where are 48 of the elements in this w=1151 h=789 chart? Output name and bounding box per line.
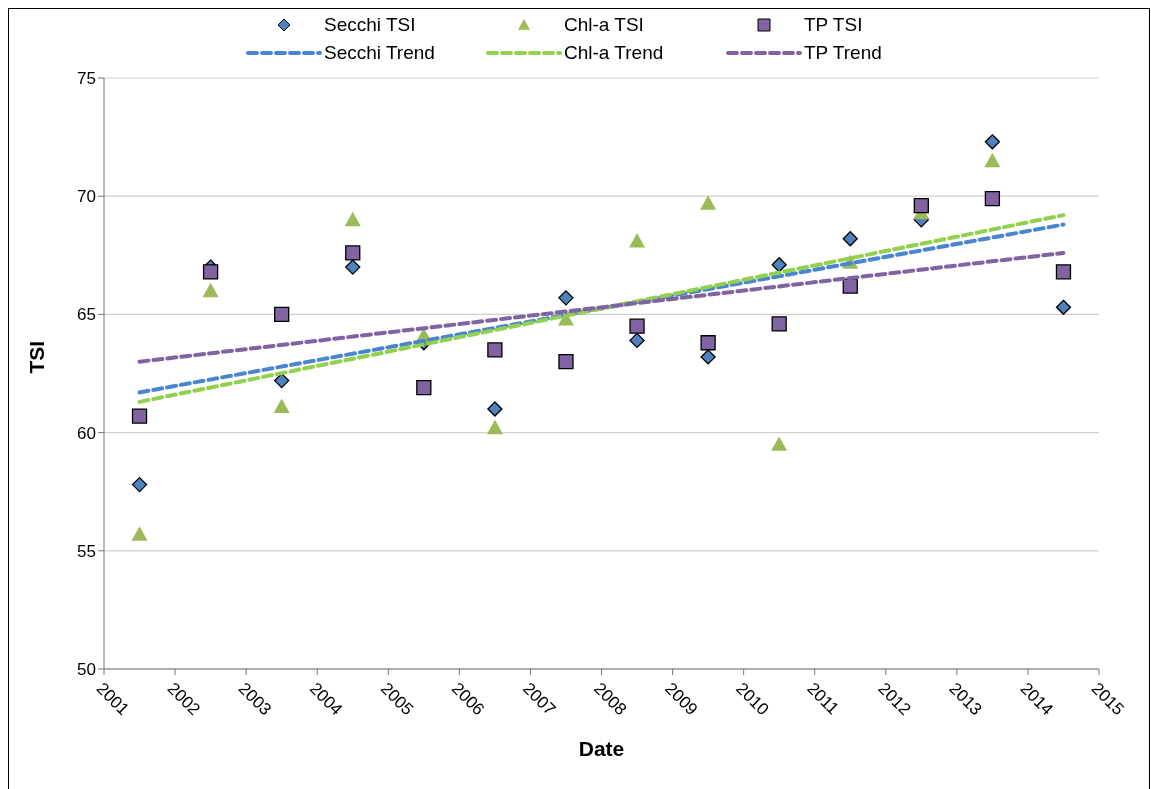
y-tick-label: 70 bbox=[77, 187, 96, 207]
point bbox=[984, 134, 1001, 150]
y-axis-title: TSI bbox=[25, 340, 49, 374]
y-tick-label: 55 bbox=[77, 541, 96, 561]
y-tick-label: 65 bbox=[77, 305, 96, 325]
point bbox=[344, 211, 361, 227]
point bbox=[700, 335, 716, 351]
point bbox=[1055, 299, 1072, 315]
point bbox=[771, 316, 787, 332]
legend-label: Chl-a TSI bbox=[564, 14, 644, 36]
point bbox=[202, 264, 219, 280]
point bbox=[984, 190, 1001, 207]
point bbox=[345, 259, 361, 275]
point bbox=[486, 419, 503, 435]
point bbox=[700, 195, 717, 210]
point bbox=[842, 231, 858, 247]
point bbox=[131, 408, 148, 424]
point bbox=[274, 306, 290, 323]
y-tick-label: 60 bbox=[77, 423, 96, 443]
point bbox=[984, 152, 1001, 168]
point bbox=[629, 233, 646, 248]
point bbox=[131, 526, 148, 541]
legend-label: Chl-a Trend bbox=[564, 42, 664, 64]
point bbox=[1055, 264, 1072, 280]
point bbox=[345, 245, 361, 261]
point bbox=[558, 354, 574, 370]
point bbox=[629, 318, 645, 334]
point bbox=[913, 198, 929, 214]
legend-label: Secchi Trend bbox=[324, 42, 435, 64]
point bbox=[202, 282, 219, 298]
point bbox=[842, 278, 858, 294]
point bbox=[416, 380, 432, 396]
point bbox=[558, 290, 574, 306]
point bbox=[131, 476, 148, 493]
x-axis-title: Date bbox=[578, 737, 625, 760]
y-tick-label: 75 bbox=[77, 69, 96, 89]
point bbox=[771, 436, 788, 451]
y-tick-label: 50 bbox=[77, 660, 96, 680]
point bbox=[487, 342, 503, 358]
point bbox=[273, 398, 290, 413]
point bbox=[629, 332, 645, 349]
point bbox=[700, 349, 716, 365]
legend-label: TP TSI bbox=[804, 14, 863, 36]
point bbox=[487, 401, 503, 417]
point bbox=[771, 257, 787, 273]
point bbox=[274, 372, 290, 389]
legend-label: Secchi TSI bbox=[324, 14, 416, 36]
legend-label: TP Trend bbox=[804, 42, 882, 64]
